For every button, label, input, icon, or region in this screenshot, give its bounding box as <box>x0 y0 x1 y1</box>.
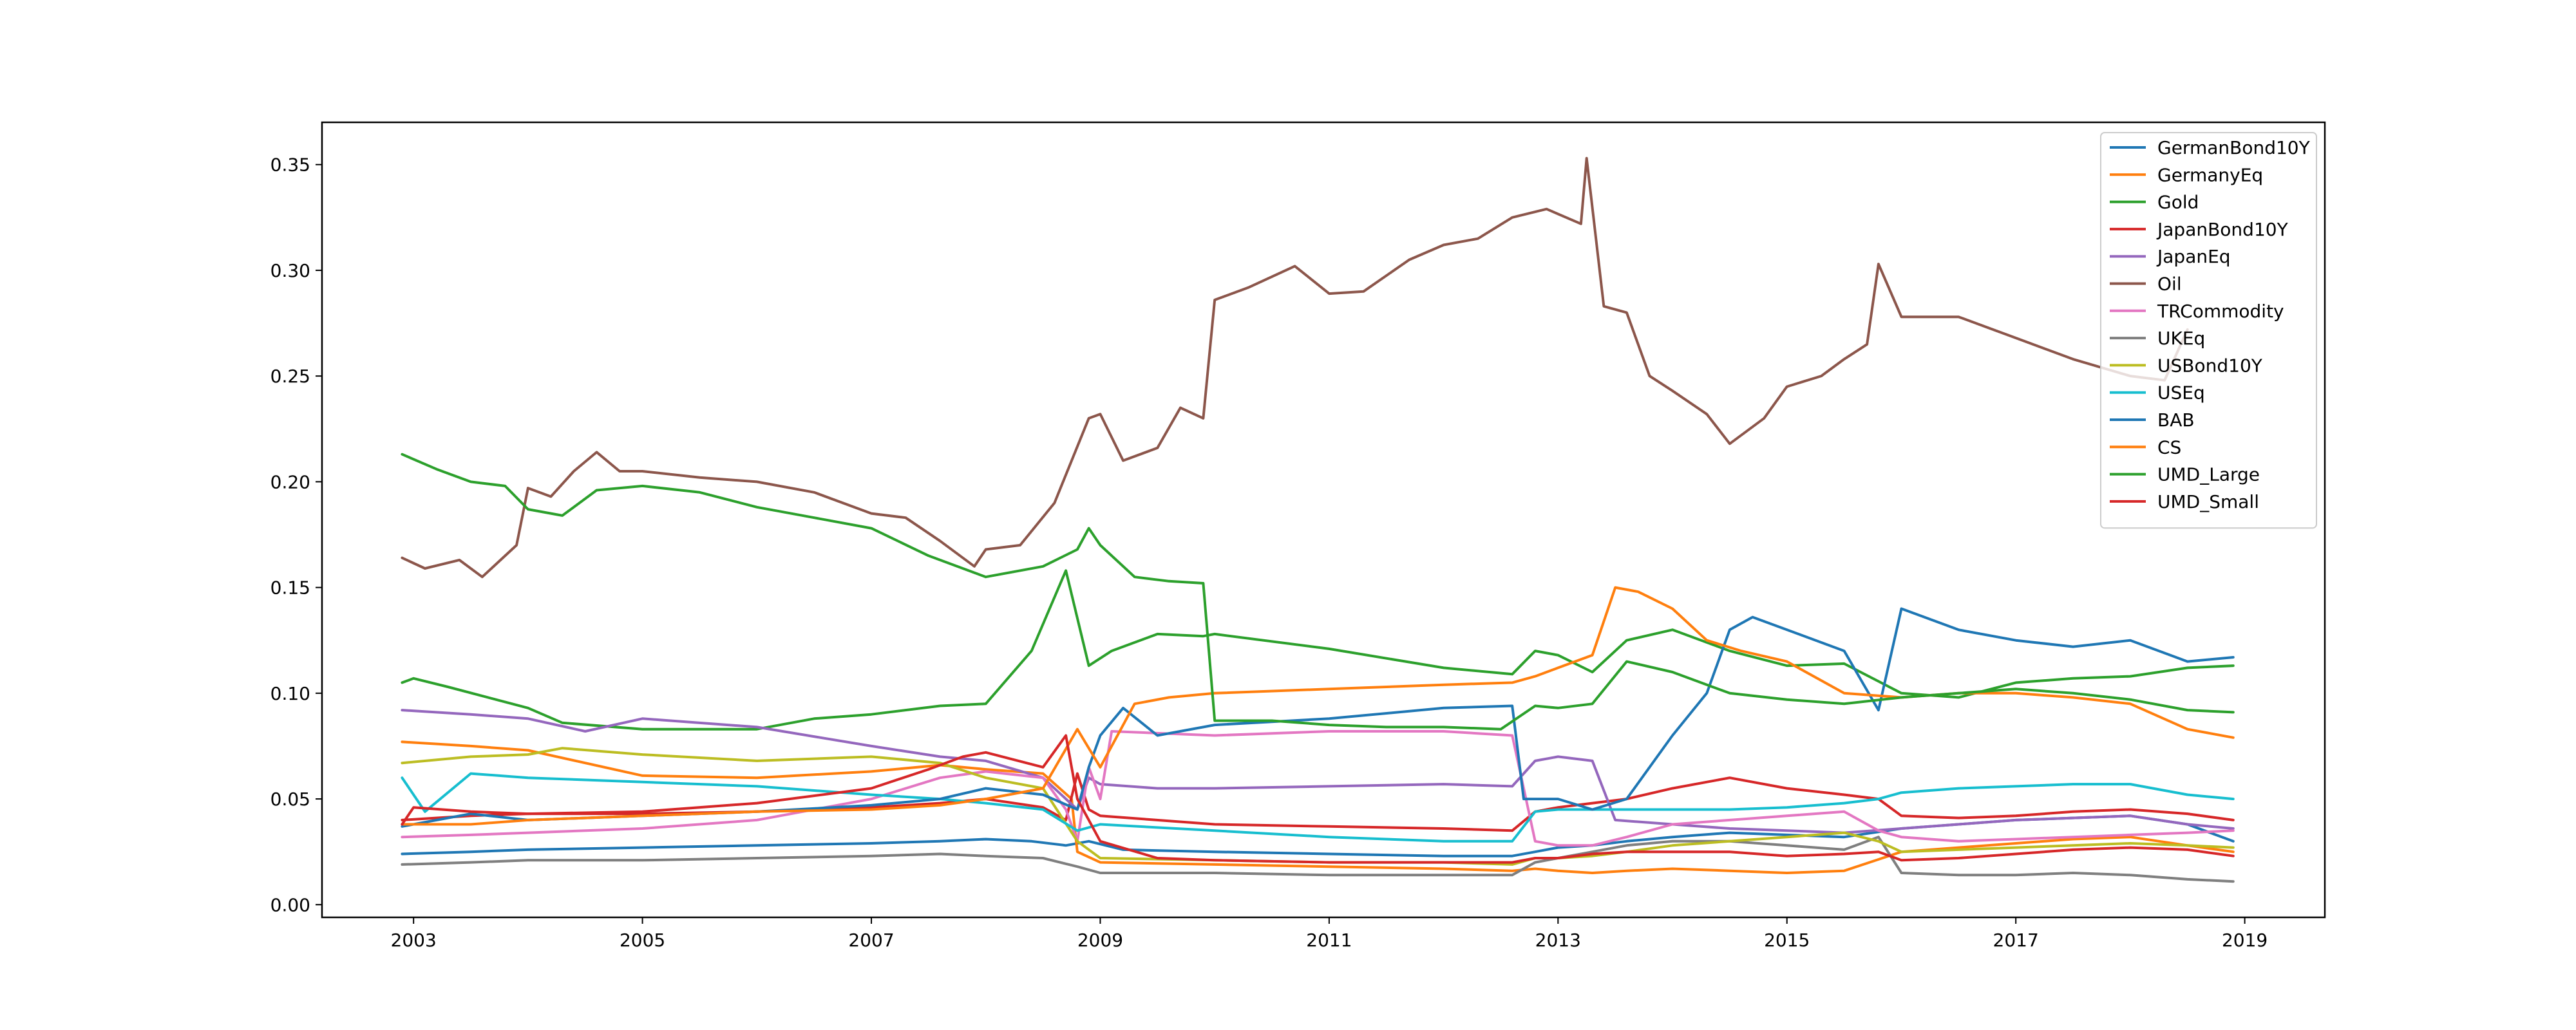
x-tick-label: 2015 <box>1764 930 1810 951</box>
series-line-oil <box>401 156 2189 579</box>
y-tick-label: 0.00 <box>270 894 310 915</box>
legend-label: GermanBond10Y <box>2157 137 2311 158</box>
series-line-umd-large <box>401 453 2235 731</box>
series-line-trcommodity <box>401 730 2235 847</box>
x-tick-label: 2017 <box>1993 930 2039 951</box>
x-tick-label: 2003 <box>391 930 437 951</box>
series-line-germanyeq <box>401 740 2235 874</box>
series-line-gold <box>401 569 2235 731</box>
y-tick-label: 0.05 <box>270 789 310 810</box>
series-layer <box>401 156 2235 883</box>
x-tick-label: 2011 <box>1306 930 1352 951</box>
legend-label: BAB <box>2157 409 2195 431</box>
y-tick-label: 0.25 <box>270 366 310 387</box>
legend-label: Oil <box>2157 274 2182 295</box>
series-line-japaneq <box>401 709 2235 834</box>
y-tick-label: 0.35 <box>270 154 310 176</box>
legend-label: UMD_Large <box>2157 464 2260 485</box>
legend-label: GermanyEq <box>2157 164 2263 185</box>
legend-box <box>2100 132 2317 529</box>
legend-label: JapanBond10Y <box>2156 219 2289 240</box>
legend-label: UMD_Small <box>2157 491 2259 512</box>
y-tick-label: 0.20 <box>270 471 310 492</box>
y-tick-label: 0.10 <box>270 683 310 704</box>
series-line-useq <box>401 772 2235 843</box>
series-line-bab <box>401 607 2235 828</box>
y-axis: 0.00 0.05 0.10 0.15 0.20 0.25 0.30 0.35 <box>270 154 322 915</box>
plot-frame <box>321 121 2326 919</box>
legend-label: TRCommodity <box>2157 301 2284 322</box>
y-tick-label: 0.30 <box>270 260 310 281</box>
legend-label: CS <box>2157 436 2181 458</box>
legend-label: USBond10Y <box>2157 355 2263 376</box>
x-tick-label: 2007 <box>848 930 894 951</box>
legend: GermanBond10Y GermanyEq Gold JapanBond10Y Ja… <box>2100 132 2317 529</box>
series-line-umd-small <box>401 734 2235 864</box>
legend-label: JapanEq <box>2156 246 2231 267</box>
y-tick-label: 0.15 <box>270 577 310 599</box>
x-tick-label: 2013 <box>1535 930 1581 951</box>
legend-label: Gold <box>2157 192 2199 213</box>
series-line-japanbond10y <box>401 772 2235 832</box>
legend-label: UKEq <box>2157 328 2205 349</box>
x-tick-label: 2009 <box>1077 930 1123 951</box>
x-tick-label: 2019 <box>2222 930 2268 951</box>
legend-label: USEq <box>2157 382 2205 404</box>
x-axis: 2003 2005 2007 2009 2011 2013 2015 2017 2019 <box>391 917 2268 951</box>
x-tick-label: 2005 <box>620 930 665 951</box>
series-line-ukeq <box>401 836 2235 883</box>
